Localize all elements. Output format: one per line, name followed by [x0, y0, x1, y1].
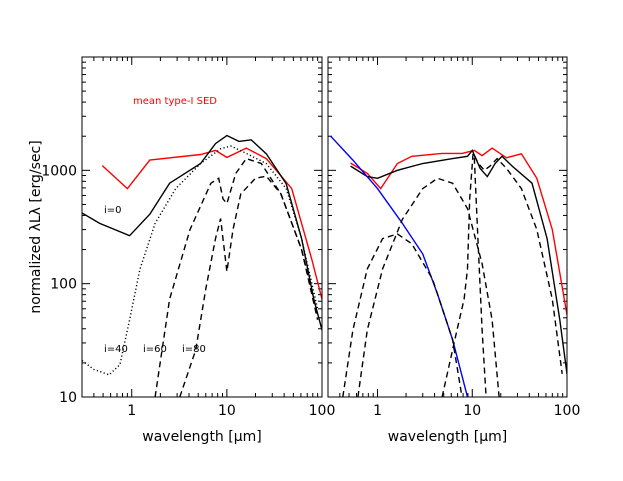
series-line	[342, 233, 463, 397]
x-tick-label: 1	[127, 403, 136, 419]
x-tick-label: 10	[463, 403, 481, 419]
plot-frame	[81, 56, 323, 398]
series-line	[473, 157, 487, 397]
y-tick-label: 100	[50, 277, 77, 293]
x-tick-label: 100	[554, 403, 581, 419]
series-label: mean type-I SED	[133, 96, 217, 107]
y-axis-label: normalized λLλ [erg/sec]	[28, 140, 44, 313]
series-label: i=80	[182, 344, 206, 355]
x-tick-label: 1	[373, 403, 382, 419]
series-label: i=40	[104, 344, 128, 355]
y-tick-label: 1000	[41, 163, 77, 179]
series-label: i=60	[143, 344, 167, 355]
series-line	[350, 147, 567, 316]
y-tick-label: 10	[59, 390, 77, 406]
x-tick-label: 10	[218, 403, 236, 419]
x-axis-label: wavelength [μm]	[142, 429, 261, 445]
series-line	[179, 175, 319, 397]
series-label: i=0	[104, 205, 122, 216]
plot-frame	[327, 56, 568, 398]
x-axis-label: wavelength [μm]	[388, 429, 507, 445]
series-line	[101, 147, 322, 300]
series-line	[357, 177, 500, 397]
series-line	[350, 149, 567, 374]
series-line	[441, 150, 563, 397]
x-tick-label: 100	[309, 403, 336, 419]
